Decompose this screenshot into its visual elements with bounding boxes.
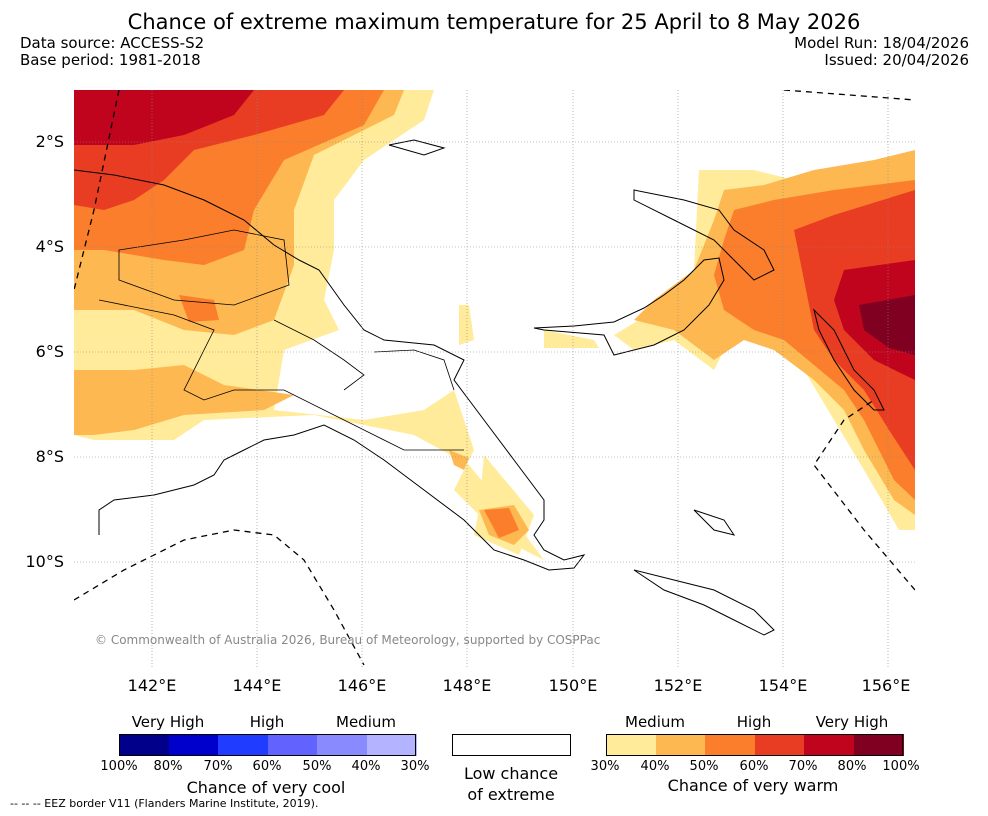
new-guinea-coast bbox=[74, 169, 586, 571]
forecast-map bbox=[74, 90, 915, 668]
eez-border-note: -- -- -- EEZ border V11 (Flanders Marine… bbox=[10, 797, 319, 810]
cool-swatch bbox=[366, 734, 417, 756]
low-chance-line2: of extreme bbox=[467, 785, 555, 804]
shade-30-40-central bbox=[459, 305, 599, 555]
cool-tick: 100% bbox=[100, 759, 138, 774]
lon-label: 154°E bbox=[758, 676, 808, 695]
warm-swatch bbox=[754, 734, 805, 756]
warm-swatch bbox=[804, 734, 854, 756]
meta-left: Data source: ACCESS-S2 Base period: 1981… bbox=[20, 35, 204, 69]
new-britain-coast bbox=[533, 257, 725, 356]
shade-70-80 bbox=[74, 90, 254, 145]
cool-tick: 60% bbox=[252, 759, 282, 774]
cool-tick: 80% bbox=[153, 759, 183, 774]
cool-tick: 50% bbox=[302, 759, 332, 774]
warm-tick: 30% bbox=[590, 759, 620, 774]
lat-label: 8°S bbox=[35, 447, 64, 466]
lon-label: 150°E bbox=[548, 676, 598, 695]
cool-header-very-high: Very High bbox=[131, 713, 205, 731]
model-run-label: Model Run: 18/04/2026 bbox=[794, 34, 969, 52]
warm-swatch bbox=[705, 734, 755, 756]
warm-bar-frame bbox=[606, 734, 903, 756]
map-title: Chance of extreme maximum temperature fo… bbox=[127, 10, 861, 34]
cool-header-medium: Medium bbox=[336, 713, 396, 731]
cool-swatch bbox=[267, 734, 318, 756]
cool-bar-frame bbox=[119, 734, 416, 756]
warm-header-very-high: Very High bbox=[815, 713, 889, 731]
lon-label: 146°E bbox=[337, 676, 387, 695]
bougainville-coast bbox=[813, 308, 885, 411]
base-period-label: Base period: 1981-2018 bbox=[20, 51, 201, 69]
cool-tick: 70% bbox=[203, 759, 233, 774]
low-chance-swatch bbox=[452, 734, 571, 756]
new-ireland-coast bbox=[633, 189, 775, 281]
lon-label: 144°E bbox=[232, 676, 282, 695]
warm-swatch bbox=[606, 734, 656, 756]
islands-south bbox=[633, 509, 775, 636]
warm-swatch bbox=[655, 734, 706, 756]
warm-header-medium: Medium bbox=[625, 713, 685, 731]
copyright-notice: © Commonwealth of Australia 2026, Bureau… bbox=[95, 633, 601, 647]
lat-label: 6°S bbox=[35, 342, 64, 361]
lon-label: 148°E bbox=[442, 676, 492, 695]
cool-swatch bbox=[119, 734, 169, 756]
meta-right: Model Run: 18/04/2026 Issued: 20/04/2026 bbox=[794, 35, 969, 69]
low-chance-label: Low chance of extreme bbox=[446, 763, 576, 805]
lat-label: 2°S bbox=[35, 132, 64, 151]
cool-swatch bbox=[317, 734, 367, 756]
shade-80-100-east bbox=[859, 295, 915, 355]
lat-label: 10°S bbox=[25, 552, 64, 571]
lat-label: 4°S bbox=[35, 237, 64, 256]
cool-swatch bbox=[218, 734, 268, 756]
manus-island bbox=[388, 139, 446, 156]
warm-shading bbox=[74, 90, 915, 560]
issued-label: Issued: 20/04/2026 bbox=[824, 51, 969, 69]
warm-tick: 40% bbox=[640, 759, 670, 774]
data-source-label: Data source: ACCESS-S2 bbox=[20, 34, 205, 52]
cool-tick: 30% bbox=[400, 759, 430, 774]
lon-label: 156°E bbox=[861, 676, 911, 695]
graticule bbox=[74, 90, 915, 668]
cool-tick: 40% bbox=[351, 759, 381, 774]
eez-borders bbox=[74, 90, 915, 666]
shade-50-60-spots bbox=[179, 295, 519, 538]
cool-legend-title: Chance of very cool bbox=[186, 778, 346, 797]
warm-tick: 50% bbox=[689, 759, 719, 774]
lon-label: 152°E bbox=[653, 676, 703, 695]
warm-tick: 60% bbox=[739, 759, 769, 774]
warm-header-high: High bbox=[736, 713, 772, 731]
province-borders bbox=[98, 229, 464, 451]
low-chance-line1: Low chance bbox=[463, 764, 559, 783]
lon-label: 142°E bbox=[127, 676, 177, 695]
cool-header-high: High bbox=[249, 713, 285, 731]
warm-tick: 70% bbox=[788, 759, 818, 774]
warm-swatch bbox=[853, 734, 904, 756]
coastlines bbox=[74, 139, 885, 636]
warm-legend-title: Chance of very warm bbox=[667, 776, 839, 795]
cool-swatch bbox=[168, 734, 219, 756]
shade-40-50-west bbox=[74, 365, 294, 435]
warm-tick: 80% bbox=[837, 759, 867, 774]
warm-tick: 100% bbox=[882, 759, 920, 774]
